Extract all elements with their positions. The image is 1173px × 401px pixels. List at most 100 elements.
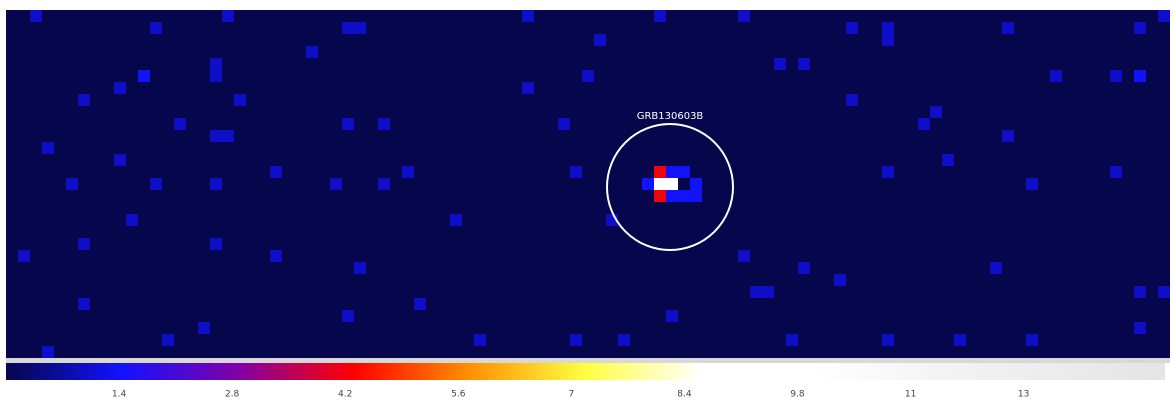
- pixel: [738, 250, 750, 262]
- pixel: [1050, 70, 1062, 82]
- chart: GRB130603B 1.42.84.25.678.49.81113: [0, 0, 1173, 401]
- page: GRB130603B 1.42.84.25.678.49.81113 (() =…: [0, 0, 1173, 401]
- pixel: [882, 334, 894, 346]
- colorbar-tick-label: 1.4: [112, 390, 127, 400]
- pixel: [42, 346, 54, 358]
- pixel: [594, 34, 606, 46]
- pixel: [78, 94, 90, 106]
- pixel: [42, 142, 54, 154]
- colorbar-tick-label: 4.2: [338, 390, 352, 400]
- pixel: [882, 166, 894, 178]
- pixel: [162, 334, 174, 346]
- pixel: [306, 46, 318, 58]
- separator: [6, 358, 1170, 363]
- pixel: [342, 310, 354, 322]
- pixel: [150, 22, 162, 34]
- pixel: [342, 22, 354, 34]
- pixel: [114, 154, 126, 166]
- pixel: [798, 262, 810, 274]
- colorbar-tick-label: 8.4: [677, 390, 692, 400]
- pixel: [174, 118, 186, 130]
- pixel: [522, 82, 534, 94]
- pixel: [1026, 334, 1038, 346]
- pixel: [1134, 286, 1146, 298]
- pixel: [618, 334, 630, 346]
- pixel: [882, 34, 894, 46]
- pixel: [234, 94, 246, 106]
- pixel: [1026, 178, 1038, 190]
- colorbar-tick-label: 7: [568, 390, 574, 400]
- pixel: [666, 166, 678, 178]
- pixel: [570, 166, 582, 178]
- pixel: [222, 130, 234, 142]
- pixel: [690, 190, 702, 202]
- pixel: [1002, 22, 1014, 34]
- pixel: [666, 310, 678, 322]
- colorbar-tick-label: 9.8: [790, 390, 805, 400]
- pixel: [1158, 10, 1170, 22]
- pixel: [798, 58, 810, 70]
- pixel: [642, 178, 654, 190]
- pixel: [882, 22, 894, 34]
- pixel: [222, 10, 234, 22]
- colorbar-tick-label: 5.6: [451, 390, 466, 400]
- pixel: [522, 10, 534, 22]
- pixel: [990, 262, 1002, 274]
- pixel: [378, 118, 390, 130]
- pixel: [954, 334, 966, 346]
- pixel: [1110, 70, 1122, 82]
- pixel: [450, 214, 462, 226]
- pixel: [354, 22, 366, 34]
- pixel: [1134, 22, 1146, 34]
- pixel: [558, 118, 570, 130]
- pixel: [126, 214, 138, 226]
- pixel: [930, 106, 942, 118]
- pixel: [1110, 166, 1122, 178]
- pixel: [270, 250, 282, 262]
- pixel: [834, 274, 846, 286]
- pixel: [654, 166, 666, 178]
- pixel: [1158, 286, 1170, 298]
- pixel: [750, 286, 762, 298]
- pixel: [30, 10, 42, 22]
- pixel: [330, 178, 342, 190]
- pixel: [918, 118, 930, 130]
- pixel: [378, 178, 390, 190]
- colorbar-tick-label: 2.8: [225, 390, 240, 400]
- pixel: [690, 178, 702, 190]
- pixel: [474, 334, 486, 346]
- pixel: [198, 322, 210, 334]
- pixel: [78, 298, 90, 310]
- pixel: [654, 190, 666, 202]
- pixel: [1134, 322, 1146, 334]
- pixel: [402, 166, 414, 178]
- pixel: [342, 118, 354, 130]
- pixel: [210, 58, 222, 70]
- pixel: [138, 70, 150, 82]
- pixel: [738, 10, 750, 22]
- pixel: [678, 166, 690, 178]
- pixel: [1134, 70, 1146, 82]
- pixel: [78, 238, 90, 250]
- pixel: [654, 10, 666, 22]
- pixel: [210, 70, 222, 82]
- pixel: [150, 178, 162, 190]
- pixel: [666, 190, 678, 202]
- pixel: [846, 94, 858, 106]
- colorbar: [6, 363, 1165, 380]
- pixel: [570, 334, 582, 346]
- pixel: [942, 154, 954, 166]
- pixel: [774, 58, 786, 70]
- source-label: GRB130603B: [637, 111, 704, 122]
- pixel: [678, 190, 690, 202]
- pixel: [582, 70, 594, 82]
- pixel: [66, 178, 78, 190]
- colorbar-tick-label: 13: [1018, 390, 1029, 400]
- pixel: [270, 166, 282, 178]
- pixel: [414, 298, 426, 310]
- pixel: [210, 178, 222, 190]
- pixel: [114, 82, 126, 94]
- pixel: [354, 262, 366, 274]
- pixel: [210, 130, 222, 142]
- pixel: [1002, 130, 1014, 142]
